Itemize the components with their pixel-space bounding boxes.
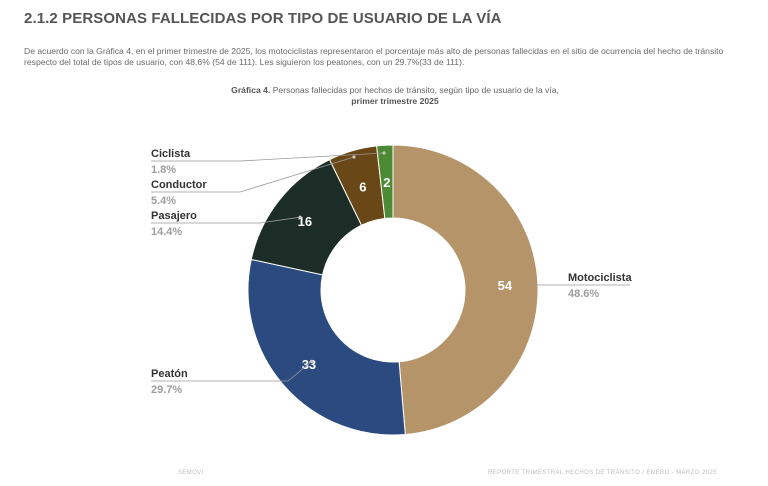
section-heading: 2.1.2 PERSONAS FALLECIDAS POR TIPO DE US… (24, 10, 502, 27)
intro-paragraph: De acuerdo con la Gráfica 4, en el prime… (24, 46, 724, 67)
slice-peaton (247, 258, 406, 436)
leader-dot-conductor (352, 155, 356, 159)
value-label-motociclista: 54 (498, 278, 513, 293)
chart-title: Gráfica 4. Personas fallecidas por hecho… (0, 85, 768, 107)
chart-title-label: Gráfica 4. (231, 85, 271, 95)
legend-label-peaton: Peatón (151, 368, 188, 380)
leader-dot-peaton (310, 359, 314, 363)
slice-motociclista (392, 144, 539, 436)
value-label-ciclista: 2 (383, 175, 390, 190)
leader-line-pasajero (151, 216, 301, 224)
slice-ciclista (376, 144, 394, 220)
legend-label-motociclista: Motociclista (568, 272, 632, 284)
footer-right: REPORTE TRIMESTRAL HECHOS DE TRÁNSITO / … (488, 470, 717, 476)
leader-dot-ciclista (382, 151, 386, 155)
legend-percent-ciclista: 1.8% (151, 164, 176, 176)
leader-dot-pasajero (298, 215, 302, 219)
legend-percent-conductor: 5.4% (151, 195, 176, 207)
value-label-peaton: 33 (302, 357, 316, 372)
chart-title-text: Personas fallecidas por hechos de tránsi… (270, 85, 559, 95)
legend-label-ciclista: Ciclista (151, 148, 191, 160)
leader-line-conductor (151, 156, 355, 193)
legend-percent-motociclista: 48.6% (568, 288, 599, 300)
chart-title-line2: primer trimestre 2025 (351, 96, 439, 106)
leader-line-peaton (151, 361, 313, 382)
leader-line-motociclista (530, 283, 630, 286)
value-label-conductor: 6 (359, 179, 366, 194)
leader-line-ciclista (151, 152, 385, 162)
footer-left: SEMOVI (178, 470, 204, 476)
legend-percent-pasajero: 14.4% (151, 226, 182, 238)
legend-label-pasajero: Pasajero (151, 210, 197, 222)
legend-percent-peaton: 29.7% (151, 384, 182, 396)
legend-label-conductor: Conductor (151, 179, 207, 191)
